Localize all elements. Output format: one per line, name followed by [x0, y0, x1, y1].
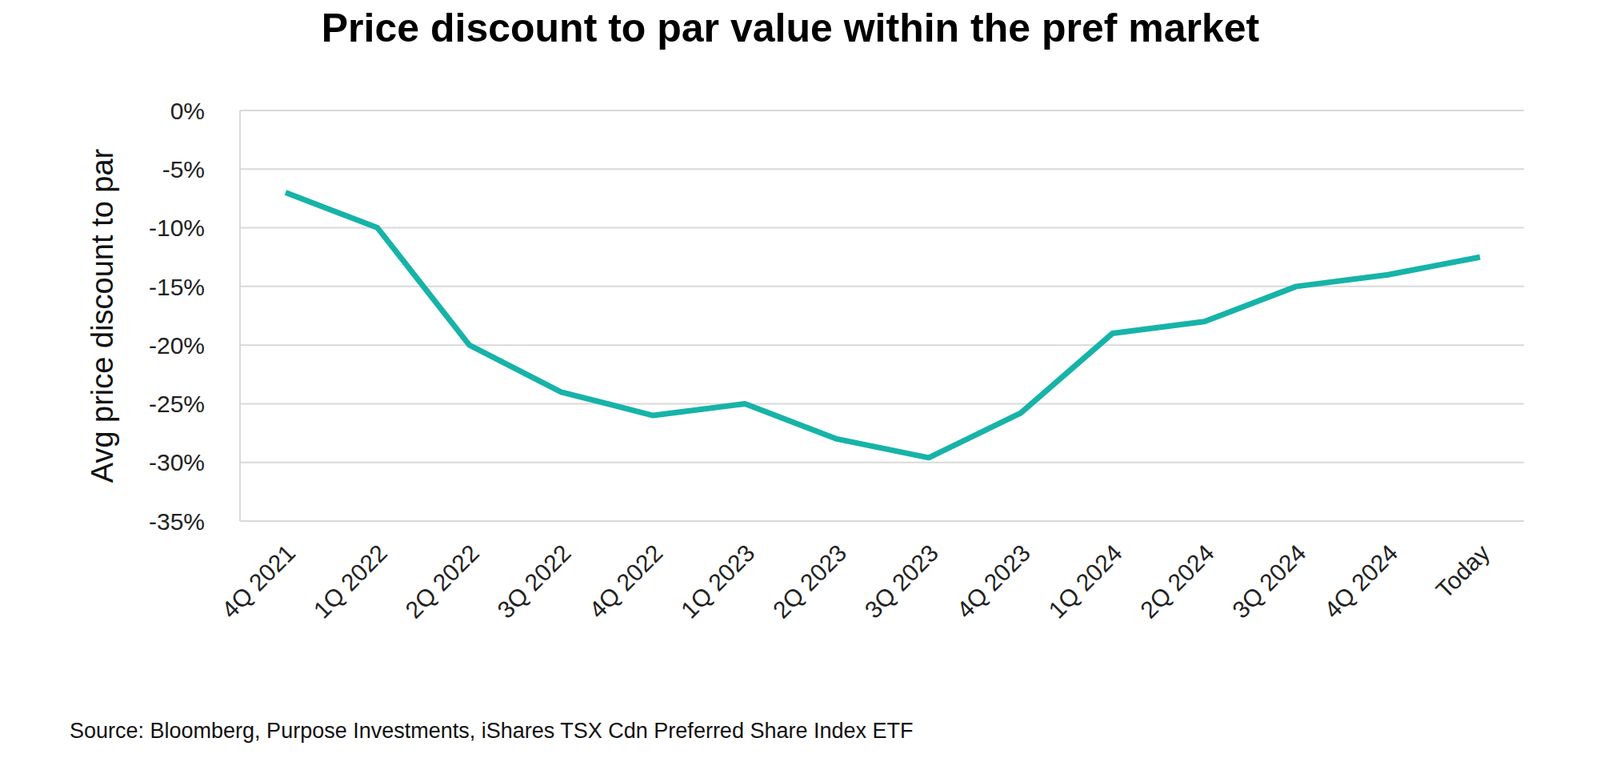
svg-text:2Q 2023: 2Q 2023	[768, 539, 852, 624]
svg-text:Avg price discount to par: Avg price discount to par	[85, 148, 120, 483]
svg-text:3Q 2023: 3Q 2023	[859, 539, 944, 624]
svg-text:4Q 2022: 4Q 2022	[584, 539, 668, 624]
svg-text:-15%: -15%	[148, 273, 205, 300]
svg-text:1Q 2023: 1Q 2023	[676, 539, 760, 624]
svg-text:-25%: -25%	[148, 390, 205, 417]
html-text:Source: Bloomberg, Purpose Inv: Source: Bloomberg, Purpose Investments, …	[69, 718, 914, 743]
svg-text:4Q 2024: 4Q 2024	[1319, 539, 1404, 624]
svg-text:-10%: -10%	[148, 214, 205, 241]
svg-text:1Q 2022: 1Q 2022	[308, 539, 392, 624]
svg-text:-35%: -35%	[148, 508, 205, 535]
svg-text:2Q 2022: 2Q 2022	[400, 539, 484, 624]
svg-text:-20%: -20%	[148, 332, 205, 359]
svg-text:4Q 2023: 4Q 2023	[951, 539, 1036, 624]
svg-text:Today: Today	[1430, 539, 1495, 604]
svg-text:3Q 2024: 3Q 2024	[1227, 539, 1312, 624]
svg-text:2Q 2024: 2Q 2024	[1135, 539, 1220, 624]
svg-text:-30%: -30%	[148, 448, 205, 476]
html-text:Price discount to par value wi: Price discount to par value within the p…	[321, 5, 1260, 51]
svg-text:4Q 2021: 4Q 2021	[216, 539, 301, 624]
svg-text:-5%: -5%	[162, 156, 205, 183]
svg-text:3Q 2022: 3Q 2022	[492, 539, 576, 624]
svg-text:1Q 2024: 1Q 2024	[1043, 539, 1128, 624]
svg-text:0%: 0%	[170, 97, 205, 124]
